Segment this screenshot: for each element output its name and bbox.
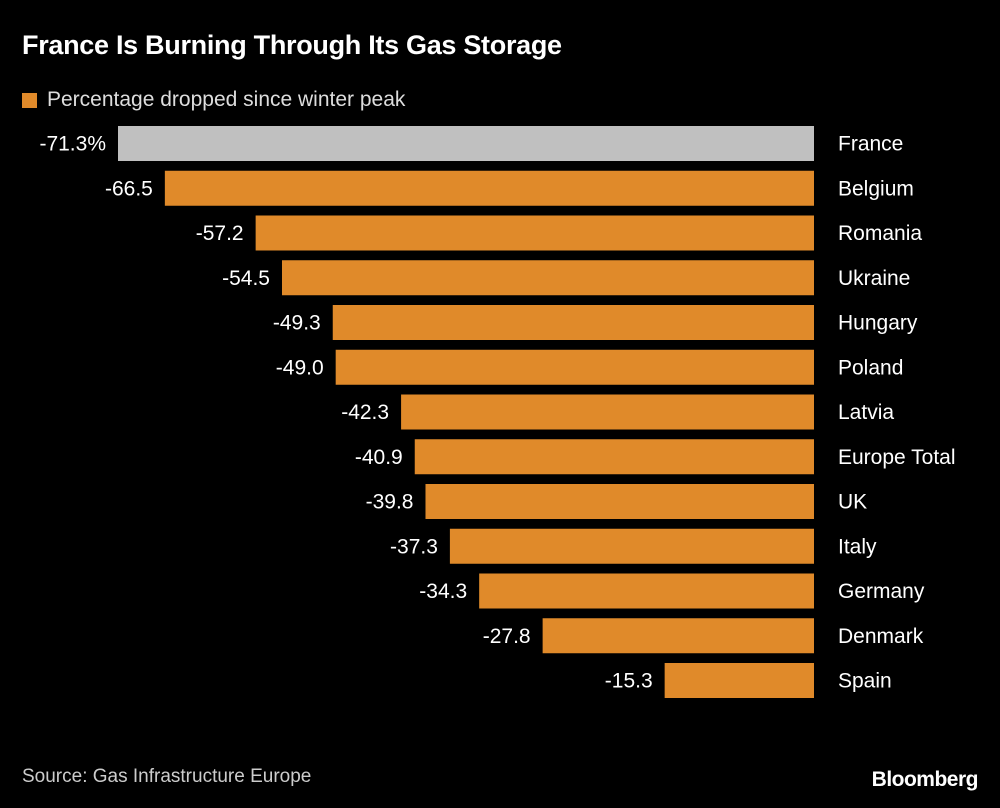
category-label: Poland: [838, 356, 903, 379]
bar-italy: [449, 528, 814, 564]
value-label: -39.8: [366, 491, 414, 514]
chart-title: France Is Burning Through Its Gas Storag…: [22, 30, 562, 60]
category-label: Latvia: [838, 401, 894, 424]
bar-hungary: [332, 305, 814, 340]
category-label: Denmark: [838, 625, 924, 648]
value-label: -57.2: [196, 222, 244, 245]
bar-uk: [425, 484, 814, 519]
bar-belgium: [164, 170, 815, 206]
legend-swatch: [22, 92, 37, 108]
bar-denmark: [542, 618, 814, 654]
bloomberg-logo: Bloomberg: [871, 768, 979, 791]
value-label: -49.0: [276, 356, 324, 379]
value-label: -49.3: [273, 312, 321, 335]
category-label: Italy: [838, 535, 877, 558]
value-label: -15.3: [605, 670, 653, 693]
bar-spain: [664, 663, 814, 698]
bar-ukraine: [281, 260, 814, 296]
bar-poland: [335, 349, 814, 385]
bar-germany: [479, 573, 814, 609]
value-label: -42.3: [341, 401, 389, 424]
value-label: -54.5: [222, 267, 270, 290]
bar-europe-total: [414, 439, 814, 475]
value-label: -37.3: [390, 535, 438, 558]
value-label: -66.5: [105, 177, 153, 200]
category-label: Hungary: [838, 312, 918, 335]
category-label: Germany: [838, 580, 925, 603]
category-label: UK: [838, 491, 867, 514]
bar-latvia: [401, 394, 814, 430]
value-label: -27.8: [483, 625, 531, 648]
category-label: Europe Total: [838, 446, 956, 469]
value-label: -71.3%: [39, 133, 106, 156]
legend-label: Percentage dropped since winter peak: [47, 88, 406, 111]
source-note: Source: Gas Infrastructure Europe: [22, 766, 312, 787]
category-label: Belgium: [838, 177, 914, 200]
category-label: Romania: [838, 222, 922, 245]
category-label: Spain: [838, 670, 892, 693]
category-label: Ukraine: [838, 267, 910, 290]
value-label: -34.3: [419, 580, 467, 603]
value-label: -40.9: [355, 446, 403, 469]
legend: Percentage dropped since winter peak: [22, 88, 405, 112]
category-label: France: [838, 133, 903, 156]
bar-romania: [255, 215, 814, 251]
bar-france: [118, 126, 814, 161]
